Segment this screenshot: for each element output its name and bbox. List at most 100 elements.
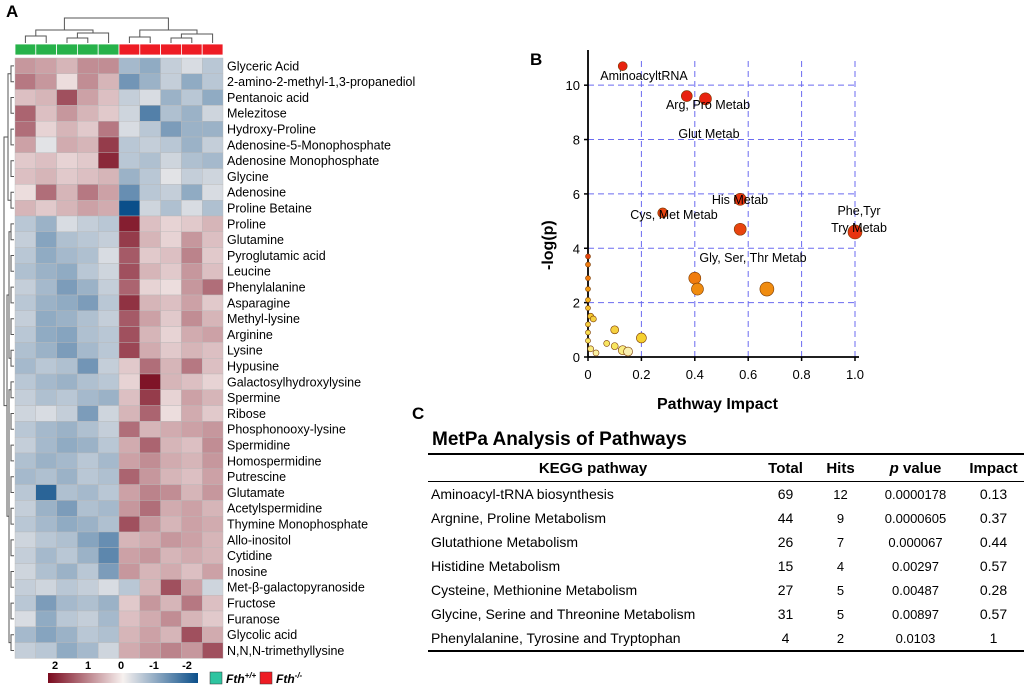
heatmap-cell	[56, 199, 78, 217]
x-tick-label: 0.8	[793, 367, 811, 382]
cell-hits: 2	[813, 626, 868, 652]
heatmap-cell	[97, 452, 120, 470]
heatmap-cell	[139, 279, 161, 296]
header-total: Total	[758, 453, 813, 482]
heatmap-cell	[160, 579, 182, 596]
scatter-point-label: Gly, Ser, Thr Metab	[699, 251, 806, 265]
heatmap-cell	[35, 247, 57, 264]
heatmap-cell	[97, 421, 120, 438]
heatmap-cell	[181, 310, 203, 327]
heatmap-cell	[160, 342, 182, 359]
heatmap-cell	[118, 610, 140, 628]
cell-total: 31	[777, 606, 794, 622]
metabolite-label: Phenylalanine	[227, 281, 306, 295]
heatmap-cell	[139, 389, 161, 406]
heatmap-cell	[201, 73, 224, 90]
heatmap-cell	[160, 452, 182, 470]
cell-pathway: Glycine, Serine and Threonine Metabolism	[431, 606, 696, 622]
heatmap-cell	[181, 563, 203, 580]
heatmap-cell	[56, 563, 78, 580]
scatter-point	[585, 305, 591, 311]
table-row: Aminoacyl-tRNA biosynthesis 69 12 0.0000178…	[428, 482, 1024, 507]
heatmap-cell	[14, 231, 36, 248]
heatmap-cell	[160, 437, 182, 454]
heatmap-cell	[77, 247, 99, 264]
heatmap-cell	[97, 152, 120, 169]
heatmap-cell	[97, 642, 120, 659]
y-tick-label: 4	[573, 241, 580, 256]
heatmap-cell	[97, 105, 120, 122]
heatmap-cell	[160, 105, 182, 122]
heatmap-cell	[201, 215, 224, 233]
scatter-point	[759, 281, 775, 297]
y-tick-label: 6	[573, 187, 580, 202]
table-row: Glycine, Serine and Threonine Metabolism…	[428, 602, 1024, 626]
heatmap-cell	[56, 500, 78, 517]
heatmap-cell	[35, 626, 57, 643]
heatmap-cell	[56, 516, 78, 533]
x-tick-label: 0.2	[632, 367, 650, 382]
heatmap-cell	[160, 389, 182, 406]
heatmap-cell	[118, 310, 140, 327]
heatmap-cell	[139, 358, 161, 375]
heatmap-cell	[118, 405, 140, 422]
heatmap-cell	[118, 358, 140, 375]
metabolite-label: N,N,N-trimethyllysine	[227, 644, 344, 658]
cell-impact: 0.37	[979, 510, 1008, 526]
heatmap-cell	[77, 89, 99, 106]
heatmap-cell	[160, 326, 182, 343]
heatmap-cell	[77, 199, 99, 217]
table-row: Phenylalanine, Tyrosine and Tryptophan 4 2…	[428, 626, 1024, 652]
heatmap-cell	[118, 120, 140, 138]
heatmap-cell	[118, 168, 140, 185]
heatmap-cell	[201, 579, 224, 596]
heatmap-cell	[118, 263, 140, 280]
heatmap-cell	[139, 500, 161, 517]
heatmap-cell	[160, 168, 182, 185]
heatmap-cell	[14, 120, 36, 138]
heatmap-cell	[139, 310, 161, 327]
heatmap-cell	[139, 531, 161, 549]
heatmap-cell	[160, 263, 182, 280]
heatmap-cell	[14, 279, 36, 296]
heatmap-cell	[139, 484, 161, 501]
heatmap-cell	[77, 516, 99, 533]
heatmap-cell	[97, 389, 120, 406]
heatmap-cell	[181, 610, 203, 628]
heatmap-cell	[77, 610, 99, 628]
cell-hits: 12	[833, 486, 848, 502]
heatmap-cell	[181, 358, 203, 375]
heatmap-cells	[14, 57, 224, 659]
heatmap-cell	[181, 373, 203, 391]
heatmap-cell	[77, 405, 99, 422]
heatmap-cell	[97, 547, 120, 564]
heatmap-cell	[35, 57, 57, 75]
heatmap-cell	[97, 73, 120, 90]
heatmap-cell	[35, 389, 57, 406]
heatmap-cell	[181, 247, 203, 264]
metabolite-label: Thymine Monophosphate	[227, 518, 368, 532]
heatmap-cell	[35, 310, 57, 327]
heatmap-cell	[56, 279, 78, 296]
heatmap-cell	[77, 105, 99, 122]
scatter-point	[590, 315, 597, 323]
heatmap-cell	[139, 136, 161, 154]
cell-hits: 5	[836, 606, 845, 622]
scatter-point-label: Arg, Pro Metab	[666, 98, 750, 112]
metpa-table-panel: C MetPa Analysis of Pathways KEGG pathwa…	[412, 404, 1024, 684]
heatmap-cell	[97, 310, 120, 327]
heatmap-cell	[97, 342, 120, 359]
heatmap-cell	[56, 89, 78, 106]
heatmap-cell	[35, 642, 57, 659]
metabolite-label: Putrescine	[227, 470, 286, 484]
group-color-cell	[139, 43, 162, 56]
heatmap-cell	[181, 120, 203, 138]
heatmap-cell	[201, 484, 224, 501]
heatmap-cell	[14, 547, 36, 564]
heatmap-cell	[181, 484, 203, 501]
heatmap-cell	[181, 89, 203, 106]
x-tick-label: 0.6	[739, 367, 757, 382]
scatter-point	[733, 222, 747, 236]
heatmap-cell	[139, 199, 161, 217]
heatmap-cell	[56, 215, 78, 233]
